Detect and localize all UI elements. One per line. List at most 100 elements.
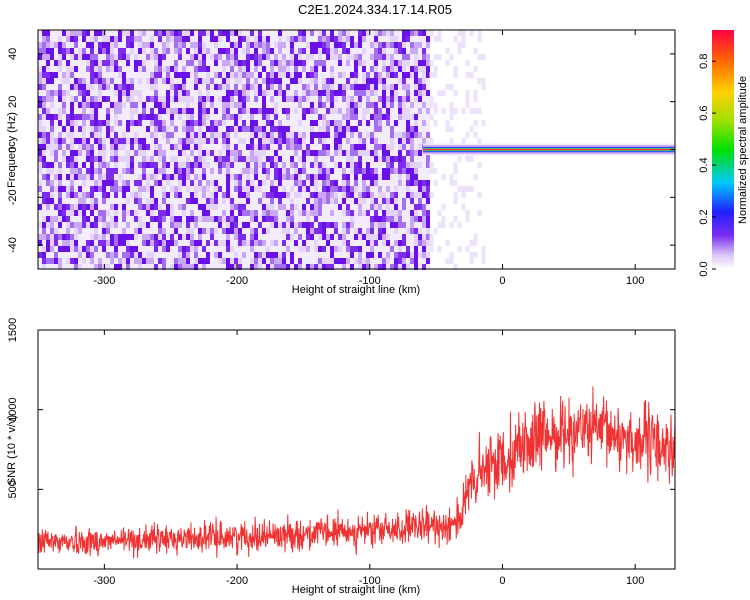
spectrogram-cell xyxy=(62,102,66,108)
spectrogram-cell xyxy=(38,72,42,78)
spectrogram-cell xyxy=(410,54,414,60)
spectrogram-cell xyxy=(274,60,278,66)
spectrogram-cell xyxy=(322,186,326,192)
spectrogram-cell xyxy=(162,36,166,42)
spectrogram-cell xyxy=(278,264,282,270)
spectrogram-cell xyxy=(270,138,274,144)
spectrogram-cell xyxy=(346,258,350,264)
spectrogram-cell xyxy=(270,96,274,102)
spectrogram-cell xyxy=(422,186,426,192)
spectrogram-cell xyxy=(66,102,70,108)
spectrogram-cell xyxy=(74,36,78,42)
spectrogram-cell xyxy=(62,192,66,198)
spectrogram-cell xyxy=(110,66,114,72)
spectrogram-cell xyxy=(366,78,370,84)
spectrogram-cell xyxy=(118,60,122,66)
spectrogram-cell xyxy=(382,186,386,192)
spectrogram-cell xyxy=(426,30,430,36)
spectrogram-cell xyxy=(426,60,430,66)
spectrogram-cell xyxy=(338,234,342,240)
spectrogram-cell xyxy=(158,156,162,162)
spectrogram-cell xyxy=(286,66,290,72)
spectrogram-cell xyxy=(286,246,290,252)
spectrogram-cell xyxy=(198,192,202,198)
spectrogram-cell xyxy=(222,168,226,174)
spectrogram-cell xyxy=(406,102,410,108)
spectrogram-cell xyxy=(346,222,350,228)
spectrogram-cell xyxy=(322,222,326,228)
spectrogram-cell xyxy=(254,210,258,216)
spectrogram-cell xyxy=(222,72,226,78)
spectrogram-cell xyxy=(386,264,390,270)
spectrogram-cell xyxy=(202,132,206,138)
spectrogram-cell xyxy=(278,258,282,264)
spectrogram-cell xyxy=(258,216,262,222)
spectrogram-cell xyxy=(314,90,318,96)
spectrogram-cell xyxy=(66,78,70,84)
spectrogram-cell xyxy=(194,36,198,42)
spectrogram-cell xyxy=(122,156,126,162)
spectrogram-cell xyxy=(94,168,98,174)
spectrogram-cell xyxy=(154,192,158,198)
spectrogram-cell xyxy=(242,198,246,204)
spectrogram-cell xyxy=(202,30,206,36)
spectrogram-cell xyxy=(214,132,218,138)
spectrogram-cell xyxy=(354,240,358,246)
spectrogram-cell xyxy=(418,180,422,186)
spectrogram-cell xyxy=(350,120,354,126)
spectrogram-cell xyxy=(134,114,138,120)
spectrogram-cell xyxy=(90,258,94,264)
spectrogram-cell xyxy=(370,120,374,126)
spectrogram-cell xyxy=(382,78,386,84)
spectrogram-cell xyxy=(182,126,186,132)
spectrogram-cell xyxy=(270,210,274,216)
spectrogram-cell xyxy=(98,210,102,216)
spectrogram-cell xyxy=(453,108,458,114)
spectrogram-cell xyxy=(286,102,290,108)
spectrogram-cell xyxy=(194,210,198,216)
spectrogram-cell xyxy=(134,156,138,162)
spectrogram-cell xyxy=(366,138,370,144)
spectrogram-cell xyxy=(90,30,94,36)
spectrogram-cell xyxy=(66,30,70,36)
spectrogram-cell xyxy=(102,126,106,132)
spectrogram-cell xyxy=(226,54,230,60)
spectrogram-cell xyxy=(342,186,346,192)
spectrogram-cell xyxy=(110,234,114,240)
spectrogram-cell xyxy=(469,252,474,258)
spectrogram-cell xyxy=(106,240,110,246)
spectrogram-cell xyxy=(86,132,90,138)
spectrogram-cell xyxy=(102,78,106,84)
spectrogram-cell xyxy=(290,114,294,120)
spectrogram-cell xyxy=(70,150,74,156)
spectrogram-cell xyxy=(354,204,358,210)
spectrogram-cell xyxy=(354,264,358,270)
spectrogram-cell xyxy=(106,72,110,78)
spectrogram-cell xyxy=(306,234,310,240)
spectrogram-cell xyxy=(222,42,226,48)
spectrogram-cell xyxy=(274,186,278,192)
spectrogram-cell xyxy=(190,162,194,168)
spectrogram-cell xyxy=(134,180,138,186)
spectrogram-cell xyxy=(70,144,74,150)
spectrogram-cell xyxy=(114,66,118,72)
spectrogram-cell xyxy=(366,114,370,120)
spectrogram-cell xyxy=(82,120,86,126)
spectrogram-cell xyxy=(214,144,218,150)
spectrogram-cell xyxy=(334,180,338,186)
spectrogram-cell xyxy=(222,144,226,150)
spectrogram-cell xyxy=(362,78,366,84)
spectrogram-cell xyxy=(366,258,370,264)
spectrogram-cell xyxy=(246,60,250,66)
spectrogram-cell xyxy=(58,210,62,216)
spectrogram-cell xyxy=(306,216,310,222)
spectrogram-cell xyxy=(258,78,262,84)
spectrogram-cell xyxy=(126,198,130,204)
spectrogram-cell xyxy=(350,252,354,258)
spectrogram-cell xyxy=(226,108,230,114)
spectrogram-cell xyxy=(126,264,130,270)
spectrogram-cell xyxy=(230,234,234,240)
spectrogram-cell xyxy=(258,234,262,240)
spectrogram-cell xyxy=(302,114,306,120)
spectrogram-cell xyxy=(481,252,486,258)
